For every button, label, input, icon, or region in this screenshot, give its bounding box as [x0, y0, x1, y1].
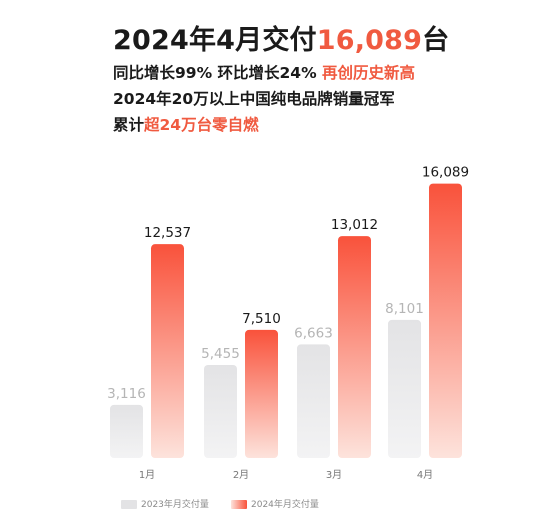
bar-2023-2	[204, 364, 237, 458]
bar-2024-2	[245, 329, 278, 458]
bar-2024-4	[429, 183, 462, 458]
value-label-2024-1: 12,537	[144, 225, 191, 241]
legend-item-2023: 2023年月交付量	[121, 497, 209, 510]
page-title: 2024年4月交付16,089台	[113, 25, 450, 56]
bar-2024-1	[151, 244, 184, 458]
value-label-2024-2: 7,510	[242, 311, 281, 327]
value-label-2023-3: 6,663	[294, 325, 333, 341]
bar-2023-3	[297, 344, 330, 458]
x-tick-label-4: 4月	[417, 469, 433, 481]
growth-line: 同比增长99% 环比增长24% 再创历史新高	[113, 64, 416, 82]
bar-2023-4	[388, 319, 421, 458]
value-label-2023-1: 3,116	[107, 386, 146, 402]
bar-2024-3	[338, 236, 371, 458]
safety-line: 累计超24万台零自燃	[113, 116, 259, 134]
ranking-line: 2024年20万以上中国纯电品牌销量冠军	[113, 90, 395, 108]
legend-swatch-2024	[231, 500, 247, 509]
legend-swatch-2023	[121, 500, 137, 509]
x-tick-label-3: 3月	[326, 469, 342, 481]
bar-2023-1	[110, 404, 143, 458]
value-label-2023-2: 5,455	[201, 346, 240, 362]
legend-item-2024: 2024年月交付量	[231, 497, 319, 510]
x-tick-label-1: 1月	[139, 469, 155, 481]
value-label-2024-4: 16,089	[422, 165, 469, 181]
x-tick-label-2: 2月	[233, 469, 249, 481]
value-label-2023-4: 8,101	[385, 301, 424, 317]
value-label-2024-3: 13,012	[331, 217, 378, 233]
